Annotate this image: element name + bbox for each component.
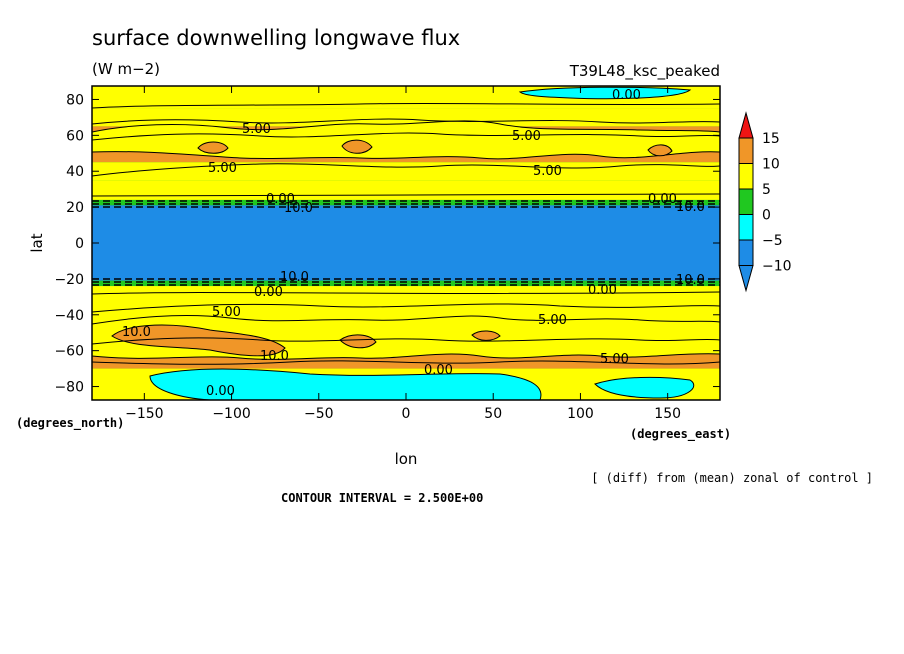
contour-label: 5.00 bbox=[512, 129, 541, 144]
contour-label: 10.0 bbox=[676, 273, 705, 288]
cyan-patch bbox=[518, 86, 692, 100]
y-tick-label: 80 bbox=[66, 92, 84, 108]
contour-label: 0.00 bbox=[588, 283, 617, 298]
orange-patch bbox=[111, 324, 286, 357]
orange-patch bbox=[647, 144, 673, 157]
contour-label: 10.0 bbox=[284, 201, 313, 216]
colorbar-bottom-arrow bbox=[738, 265, 754, 293]
contour-line bbox=[91, 360, 721, 365]
colorbar-label: −5 bbox=[762, 233, 783, 249]
units-label: (W m−2) bbox=[92, 60, 160, 78]
x-axis-label: lon bbox=[395, 450, 418, 468]
contour-label: 10.0 bbox=[280, 270, 309, 285]
y-tick-label: −20 bbox=[54, 272, 84, 288]
contour-line bbox=[91, 118, 721, 125]
contour-label: 5.00 bbox=[208, 161, 237, 176]
run-label: T39L48_ksc_peaked bbox=[569, 62, 720, 81]
flux-band bbox=[92, 162, 720, 181]
flux-band bbox=[92, 205, 720, 281]
y-axis-label: lat bbox=[28, 233, 46, 252]
y-tick-label: −60 bbox=[54, 344, 84, 360]
orange-patch bbox=[341, 139, 373, 154]
contour-label: 10.0 bbox=[122, 325, 151, 340]
contour-line bbox=[91, 303, 721, 313]
anomaly-patches bbox=[111, 86, 695, 401]
contour-label: 0.00 bbox=[612, 88, 641, 103]
contour-label: 5.00 bbox=[242, 122, 271, 137]
chart-title: surface downwelling longwave flux bbox=[92, 26, 460, 50]
cyan-patch bbox=[594, 376, 695, 399]
colorbar-box bbox=[738, 214, 754, 241]
flux-band bbox=[92, 199, 720, 206]
flux-band bbox=[92, 180, 720, 200]
plot-area: 0.00 5.00 5.00 5.00 5.00 0.00 10.0 10.0 … bbox=[54, 85, 721, 422]
colorbar-label: 5 bbox=[762, 182, 771, 198]
contour-line bbox=[91, 291, 721, 295]
colorbar-label: 15 bbox=[762, 131, 780, 147]
contour-label: 0.00 bbox=[424, 363, 453, 378]
colorbar-label: 0 bbox=[762, 208, 771, 224]
colorbar-label: 10 bbox=[762, 157, 780, 173]
contour-line bbox=[91, 132, 721, 141]
x-tick-label: 100 bbox=[567, 406, 594, 422]
contour-label: 5.00 bbox=[533, 164, 562, 179]
x-tick-label: 0 bbox=[402, 406, 411, 422]
contour-label: 5.00 bbox=[600, 352, 629, 367]
y-tick-label: −40 bbox=[54, 308, 84, 324]
colorbar-box bbox=[738, 188, 754, 215]
contour-label: 0.00 bbox=[648, 192, 677, 207]
contour-labels: 0.00 5.00 5.00 5.00 5.00 0.00 10.0 10.0 … bbox=[122, 88, 705, 399]
contour-label: 0.00 bbox=[206, 384, 235, 399]
contour-label: 10.0 bbox=[676, 200, 705, 215]
x-tick-label: −150 bbox=[125, 406, 163, 422]
y-tick-label: 60 bbox=[66, 128, 84, 144]
x-tick-label: 50 bbox=[484, 406, 502, 422]
x-tick-label: 150 bbox=[654, 406, 681, 422]
x-tick-label: −50 bbox=[304, 406, 334, 422]
orange-patch bbox=[471, 330, 501, 341]
y-unit-label: (degrees_north) bbox=[16, 416, 124, 431]
y-tick-label: 0 bbox=[75, 236, 84, 252]
colorbar-top-arrow bbox=[738, 111, 754, 139]
contour-line bbox=[91, 337, 721, 345]
contour-label: 0.00 bbox=[254, 285, 283, 300]
colorbar-box bbox=[738, 137, 754, 164]
colorbar: −10 −5 0 5 10 15 bbox=[738, 111, 792, 293]
contour-lines bbox=[91, 102, 721, 365]
y-tick-label: −80 bbox=[54, 380, 84, 396]
contour-label: 5.00 bbox=[212, 305, 241, 320]
flux-band bbox=[92, 280, 720, 287]
contour-label: 10.0 bbox=[260, 349, 289, 364]
orange-patch bbox=[197, 141, 229, 154]
x-tick-label: −100 bbox=[212, 406, 250, 422]
orange-patch bbox=[339, 334, 377, 349]
x-unit-label: (degrees_east) bbox=[630, 427, 731, 442]
contour-line bbox=[91, 163, 721, 177]
y-tick-label: 40 bbox=[66, 164, 84, 180]
contour-label: 0.00 bbox=[266, 192, 295, 207]
flux-band bbox=[92, 108, 720, 127]
footnote: [ (diff) from (mean) zonal of control ] bbox=[591, 471, 873, 485]
y-tick-label: 20 bbox=[66, 200, 84, 216]
cyan-patch bbox=[149, 368, 542, 401]
contour-interval: CONTOUR INTERVAL = 2.500E+00 bbox=[281, 491, 483, 505]
colorbar-box bbox=[738, 239, 754, 266]
colorbar-label: −10 bbox=[762, 259, 792, 275]
contour-label: 5.00 bbox=[538, 313, 567, 328]
negative-contours bbox=[92, 200, 720, 286]
axis-ticks: −150 −100 −50 0 50 100 150 80 60 40 20 0 −20 −40 −60 −8… bbox=[54, 86, 720, 422]
colorbar-box bbox=[738, 163, 754, 190]
contour-line bbox=[91, 102, 721, 109]
